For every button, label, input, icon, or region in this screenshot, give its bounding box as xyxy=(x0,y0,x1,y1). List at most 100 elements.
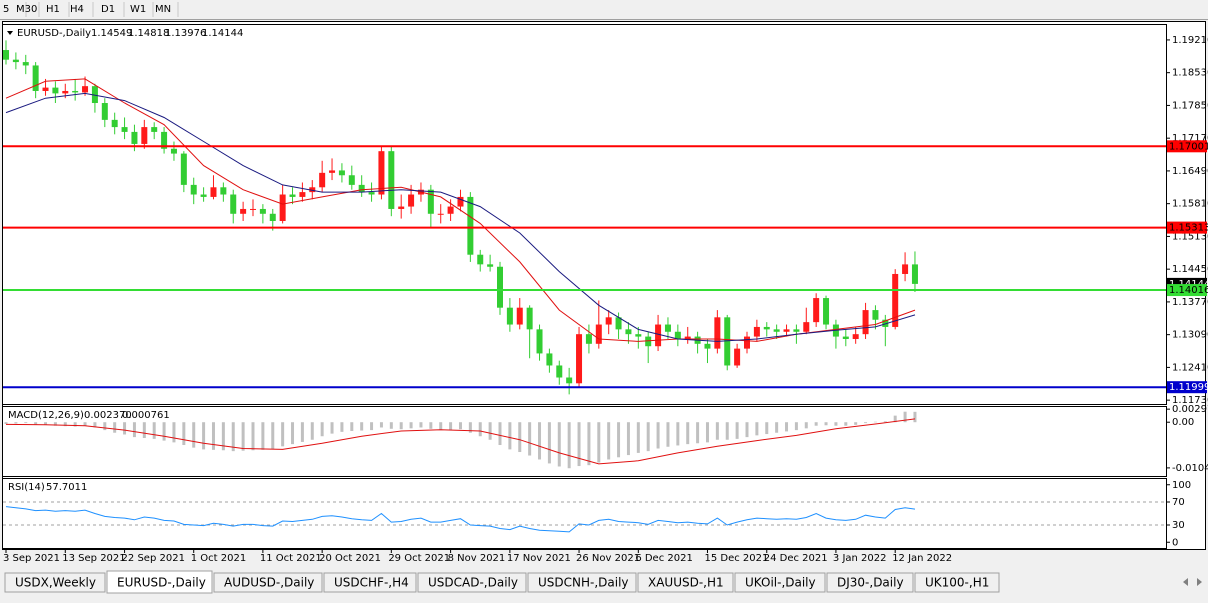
tab-label[interactable]: USDCHF-,H4 xyxy=(334,576,409,590)
macd-readout: 0.000761 xyxy=(122,410,170,421)
tab-label[interactable]: EURUSD-,Daily xyxy=(117,576,206,590)
toolbar xyxy=(0,0,1208,19)
histogram-bar xyxy=(449,422,453,431)
histogram-bar xyxy=(636,422,640,453)
histogram-bar xyxy=(132,422,136,438)
x-tick-label: 17 Nov 2021 xyxy=(507,553,571,564)
timeframe-button[interactable]: MN xyxy=(155,4,171,15)
candle-body xyxy=(358,184,365,193)
candle-body xyxy=(329,170,336,173)
histogram-bar xyxy=(152,422,156,439)
y-tick-label: 1.17850 xyxy=(1172,100,1208,111)
tab-label[interactable]: UKOil-,Daily xyxy=(745,576,816,590)
tab-label[interactable]: USDCNH-,Daily xyxy=(538,576,629,590)
y-tick-label: -0.010422 xyxy=(1172,463,1208,474)
level-label: 1.17001 xyxy=(1169,141,1208,152)
candle-body xyxy=(635,334,642,337)
timeframe-button[interactable]: M30 xyxy=(16,4,37,15)
candle-body xyxy=(645,336,652,347)
x-tick-label: 11 Oct 2021 xyxy=(260,553,322,564)
low-readout: 1.13976 xyxy=(165,28,206,39)
candle-body xyxy=(220,187,227,195)
candle-body xyxy=(882,319,889,327)
candle-body xyxy=(823,298,830,325)
histogram-bar xyxy=(320,422,324,437)
scroll-right[interactable] xyxy=(1197,578,1202,586)
candle-body xyxy=(82,86,89,93)
candle-body xyxy=(556,365,563,378)
candle-body xyxy=(62,90,69,94)
histogram-bar xyxy=(478,422,482,437)
candle-body xyxy=(546,353,553,366)
histogram-bar xyxy=(893,415,897,423)
histogram-bar xyxy=(123,422,127,435)
tab-label[interactable]: USDCAD-,Daily xyxy=(428,576,518,590)
timeframe-button[interactable]: D1 xyxy=(101,4,115,15)
candle-body xyxy=(477,254,484,265)
x-tick-label: 13 Sep 2021 xyxy=(62,553,125,564)
candle-body xyxy=(842,336,849,339)
tab-label[interactable]: UK100-,H1 xyxy=(925,576,989,590)
tab-label[interactable]: DJ30-,Daily xyxy=(837,576,904,590)
timeframe-button[interactable]: W1 xyxy=(130,4,146,15)
histogram-bar xyxy=(824,422,828,426)
x-tick-label: 15 Dec 2021 xyxy=(704,553,768,564)
histogram-bar xyxy=(656,422,660,449)
y-tick-label: 1.11730 xyxy=(1172,395,1208,406)
timeframe-button[interactable]: H4 xyxy=(70,4,84,15)
tab[interactable] xyxy=(106,570,213,594)
tab[interactable] xyxy=(734,572,826,593)
candle-body xyxy=(348,175,355,185)
histogram-bar xyxy=(873,421,877,423)
histogram-bar xyxy=(24,422,28,424)
candle-body xyxy=(783,329,790,332)
x-tick-label: 12 Jan 2022 xyxy=(892,553,952,564)
macd-pane xyxy=(2,406,1167,477)
tab[interactable] xyxy=(323,572,417,593)
candle-body xyxy=(595,324,602,344)
open-readout: 1.14549 xyxy=(91,28,132,39)
tab[interactable] xyxy=(637,572,734,593)
candle-body xyxy=(378,151,385,195)
histogram-bar xyxy=(854,422,858,425)
candle-body xyxy=(506,307,513,325)
candle-body xyxy=(664,324,671,332)
candle-body xyxy=(398,206,405,209)
histogram-bar xyxy=(903,411,907,423)
dropdown-icon[interactable] xyxy=(7,31,13,35)
tab[interactable] xyxy=(527,572,637,593)
candle-body xyxy=(911,264,918,284)
candle-body xyxy=(269,213,276,222)
tab[interactable] xyxy=(914,572,1000,593)
histogram-bar xyxy=(607,422,611,460)
candle-body xyxy=(457,196,464,207)
scroll-left[interactable] xyxy=(1183,578,1188,586)
candle-body xyxy=(704,343,711,349)
candle-body xyxy=(180,153,187,185)
tab-label[interactable]: XAUUSD-,H1 xyxy=(648,576,724,590)
candle-body xyxy=(576,334,583,384)
candle-body xyxy=(101,103,108,120)
tab[interactable] xyxy=(826,572,914,593)
tab[interactable] xyxy=(417,572,527,593)
tab[interactable] xyxy=(213,572,323,593)
histogram-bar xyxy=(103,422,107,431)
timeframe-button[interactable]: 5 xyxy=(3,4,9,15)
candle-body xyxy=(72,90,79,93)
histogram-bar xyxy=(508,422,512,450)
histogram-bar xyxy=(715,422,719,440)
candle-body xyxy=(121,127,128,132)
histogram-bar xyxy=(488,422,492,440)
x-tick-label: 29 Oct 2021 xyxy=(388,553,450,564)
tab[interactable] xyxy=(4,572,106,593)
macd-readout: 0.002370 xyxy=(84,410,132,421)
timeframe-button[interactable]: H1 xyxy=(46,4,60,15)
candle-body xyxy=(536,329,543,354)
histogram-bar xyxy=(775,422,779,433)
tab-label[interactable]: USDX,Weekly xyxy=(15,576,96,590)
candle-body xyxy=(190,184,197,195)
candle-body xyxy=(22,62,29,66)
histogram-bar xyxy=(83,422,87,426)
histogram-bar xyxy=(142,422,146,438)
tab-label[interactable]: AUDUSD-,Daily xyxy=(224,576,314,590)
